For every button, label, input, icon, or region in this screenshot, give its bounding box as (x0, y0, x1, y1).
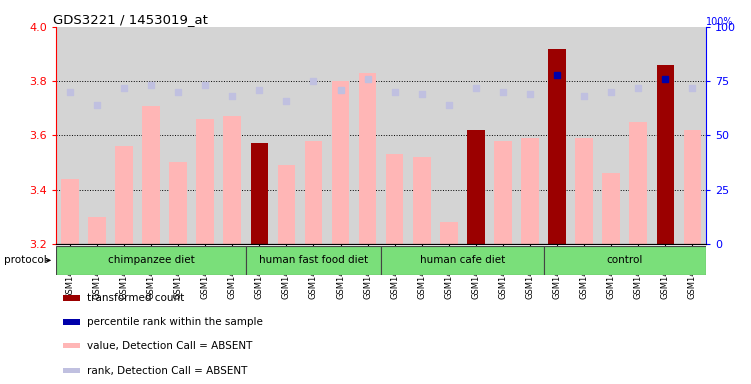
Bar (381, 246, 544, 275)
Bar (115, 146, 133, 244)
Bar (305, 141, 322, 244)
Bar (63, 319, 80, 324)
Bar (359, 73, 376, 244)
Text: chimpanzee diet: chimpanzee diet (107, 255, 195, 265)
Bar (602, 173, 620, 244)
Bar (88, 217, 106, 244)
Bar (142, 106, 160, 244)
Bar (197, 119, 214, 244)
Bar (63, 295, 80, 301)
Text: control: control (607, 255, 643, 265)
Bar (56, 246, 246, 275)
Bar (63, 343, 80, 349)
Bar (246, 246, 381, 275)
Bar (278, 165, 295, 244)
Bar (494, 141, 511, 244)
Text: human cafe diet: human cafe diet (420, 255, 505, 265)
Bar (386, 154, 403, 244)
Bar (629, 122, 647, 244)
Bar (61, 179, 79, 244)
Bar (63, 367, 80, 373)
Text: protocol: protocol (4, 255, 47, 265)
Bar (467, 130, 484, 244)
Text: transformed count: transformed count (87, 293, 184, 303)
Text: 100%: 100% (706, 17, 734, 27)
Bar (413, 157, 430, 244)
Bar (521, 138, 538, 244)
Text: percentile rank within the sample: percentile rank within the sample (87, 317, 263, 327)
Bar (224, 116, 241, 244)
Text: rank, Detection Call = ABSENT: rank, Detection Call = ABSENT (87, 366, 247, 376)
Bar (251, 144, 268, 244)
Bar (548, 49, 566, 244)
Bar (332, 81, 349, 244)
Text: GDS3221 / 1453019_at: GDS3221 / 1453019_at (53, 13, 208, 26)
Bar (683, 130, 701, 244)
Bar (544, 246, 706, 275)
Text: human fast food diet: human fast food diet (259, 255, 368, 265)
Bar (169, 162, 187, 244)
Bar (575, 138, 593, 244)
Bar (656, 65, 674, 244)
Text: value, Detection Call = ABSENT: value, Detection Call = ABSENT (87, 341, 252, 351)
Bar (440, 222, 457, 244)
